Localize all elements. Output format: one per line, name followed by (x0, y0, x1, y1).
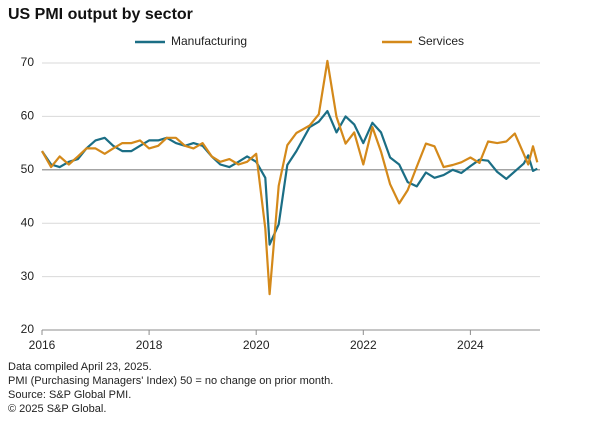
x-tick-label: 2024 (457, 338, 484, 352)
footnote: Data compiled April 23, 2025. (8, 361, 152, 373)
y-tick-label: 30 (21, 269, 35, 283)
x-tick-label: 2020 (243, 338, 270, 352)
x-tick-label: 2018 (136, 338, 163, 352)
legend-label: Manufacturing (171, 34, 247, 48)
y-tick-label: 60 (21, 109, 35, 123)
y-tick-label: 40 (21, 215, 35, 229)
legend-label: Services (418, 34, 464, 48)
series-line (41, 59, 539, 296)
x-tick-label: 2016 (29, 338, 56, 352)
series-line (41, 109, 538, 246)
y-tick-label: 20 (21, 322, 35, 336)
y-tick-label: 70 (21, 55, 35, 69)
footnote: Source: S&P Global PMI. (8, 389, 131, 401)
footnote: © 2025 S&P Global. (8, 403, 106, 415)
footnote: PMI (Purchasing Managers' Index) 50 = no… (8, 375, 333, 387)
x-tick-label: 2022 (350, 338, 377, 352)
y-tick-label: 50 (21, 162, 35, 176)
chart-title: US PMI output by sector (8, 6, 193, 23)
